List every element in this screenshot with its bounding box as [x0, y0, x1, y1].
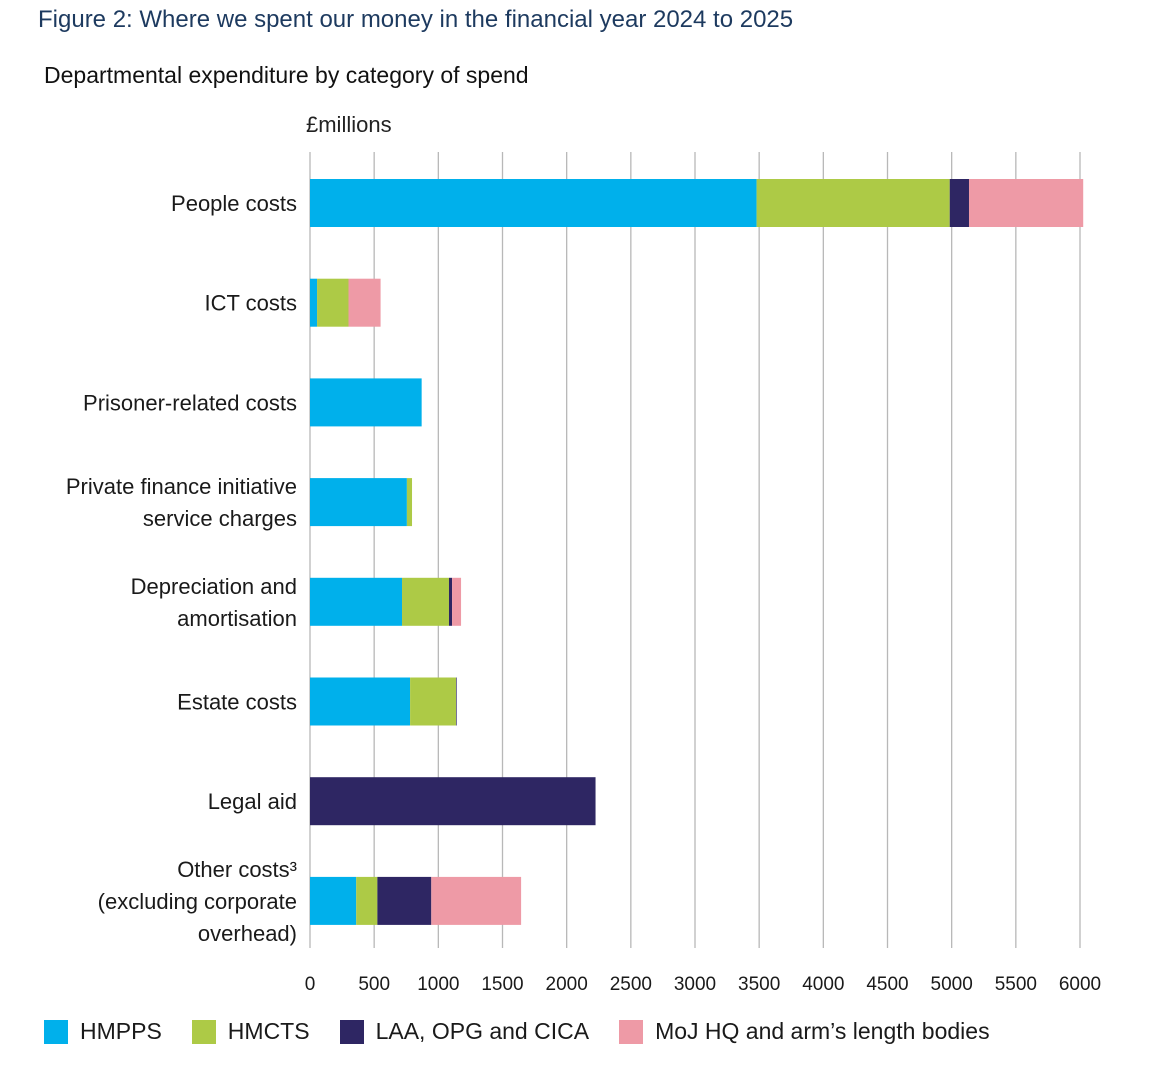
legend-label: LAA, OPG and CICA: [375, 1018, 590, 1044]
category-label: (excluding corporate: [98, 889, 297, 914]
category-label: Private finance initiative: [66, 474, 297, 499]
category-label: Other costs³: [177, 857, 297, 882]
gridlines: [309, 152, 1081, 948]
x-tick-label: 3500: [738, 974, 780, 995]
bar-segment: [310, 278, 318, 327]
bar-segment: [310, 777, 596, 826]
bar-segment: [431, 876, 522, 925]
tick-labels: 0 500 1000 1500 2000 2500 3000 3500 4000 4500 5000…: [305, 974, 1101, 995]
bar-segment: [406, 478, 413, 527]
x-tick-label: 6000: [1059, 974, 1101, 995]
bar-segment: [310, 677, 411, 726]
bar-segment: [310, 876, 357, 925]
bar-segment: [968, 179, 1084, 227]
bar-segment: [310, 577, 403, 626]
category-label: service charges: [143, 506, 297, 531]
x-tick-label: 1000: [417, 974, 459, 995]
legend-item: HMCTS: [191, 1018, 310, 1045]
category-labels: People costs ICT costs Prisoner-related co…: [66, 191, 297, 946]
bar-segment: [348, 278, 381, 327]
legend-swatch: [44, 1019, 68, 1044]
bar-segment: [410, 677, 457, 726]
category-label: amortisation: [177, 606, 297, 631]
category-label: Depreciation and: [131, 574, 297, 599]
bar-segment: [310, 478, 407, 527]
x-tick-label: 0: [305, 974, 316, 995]
legend-item: HMPPS: [44, 1018, 162, 1045]
category-label: overhead): [198, 921, 297, 946]
category-label: ICT costs: [204, 291, 297, 316]
bar-segment: [317, 278, 349, 327]
legend-swatch: [339, 1019, 364, 1044]
bar-segment: [448, 577, 453, 626]
x-tick-label: 500: [358, 974, 390, 995]
bar-segment: [452, 577, 462, 626]
bar-segment: [310, 179, 757, 227]
legend-swatch: [191, 1019, 216, 1044]
x-tick-label: 1500: [481, 974, 523, 995]
category-label: Estate costs: [177, 690, 297, 715]
legend-item: MoJ HQ and arm’s length bodies: [619, 1018, 990, 1045]
x-tick-label: 5000: [931, 974, 973, 995]
x-tick-label: 4500: [866, 974, 908, 995]
bar-chart: People costs ICT costs Prisoner-related co…: [66, 152, 1101, 995]
legend-label: MoJ HQ and arm’s length bodies: [655, 1018, 990, 1044]
category-label: Legal aid: [208, 789, 297, 814]
figure-title: Figure 2: Where we spent our money in th…: [38, 6, 794, 33]
legend: HMPPS HMCTS LAA, OPG and CICA MoJ HQ and ar…: [44, 1018, 1020, 1045]
bar-segment: [402, 577, 449, 626]
x-tick-label: 2500: [610, 974, 652, 995]
x-tick-label: 2000: [546, 974, 588, 995]
category-label: Prisoner-related costs: [83, 390, 297, 415]
bar-segment: [310, 378, 422, 427]
chart-title: Departmental expenditure by category of …: [44, 62, 529, 88]
bar-segment: [756, 179, 950, 227]
category-label: People costs: [171, 191, 297, 216]
x-tick-label: 4000: [802, 974, 844, 995]
bar-segment: [377, 876, 432, 925]
legend-label: HMPPS: [80, 1018, 162, 1044]
bar-segment: [456, 677, 457, 726]
x-tick-label: 5500: [995, 974, 1037, 995]
bars: [310, 179, 1084, 925]
legend-item: LAA, OPG and CICA: [339, 1018, 590, 1045]
x-tick-label: 3000: [674, 974, 716, 995]
legend-swatch: [619, 1019, 644, 1044]
legend-label: HMCTS: [227, 1018, 310, 1044]
bar-segment: [949, 179, 969, 227]
unit-label: £millions: [306, 112, 392, 137]
bar-segment: [356, 876, 378, 925]
